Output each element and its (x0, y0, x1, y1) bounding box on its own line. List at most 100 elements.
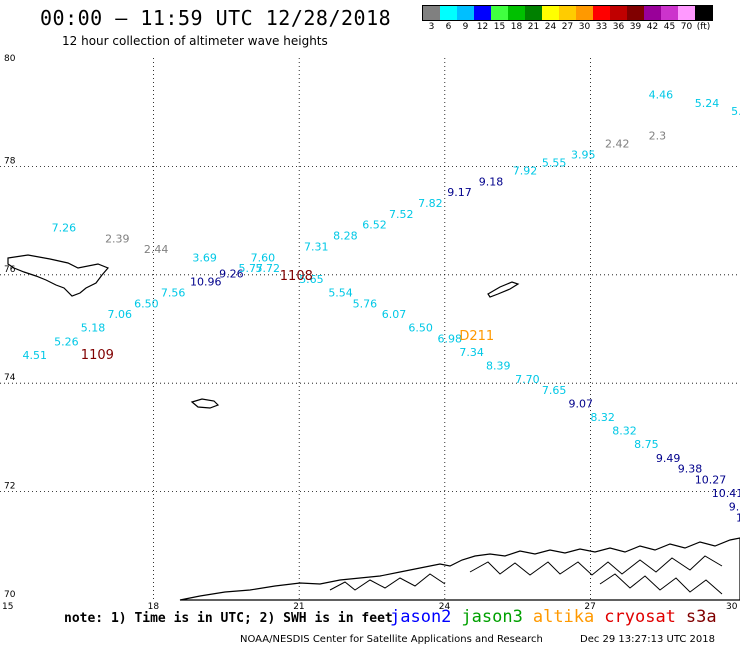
color-swatch (542, 6, 559, 20)
pass-number-label: D211 (459, 329, 494, 344)
mission-jason3: jason3 (461, 607, 523, 627)
pass-number-label: 1108 (280, 269, 313, 284)
swh-value: 7.92 (513, 165, 538, 178)
swh-value: 3.69 (192, 251, 217, 264)
swh-value: 2.42 (605, 137, 630, 150)
swh-value: 9.38 (678, 463, 703, 476)
color-swatch (695, 6, 712, 20)
coastline-fjord-2 (469, 555, 723, 576)
color-scale-label: 36 (612, 22, 625, 32)
swh-value: 2.44 (144, 243, 169, 256)
color-swatch (576, 6, 593, 20)
color-scale-legend: 3 6 9 12 15 18 21 24 27 30 33 36 39 42 45 70 (ft) (422, 5, 713, 35)
swh-value: 5.77 (239, 262, 263, 275)
longitude-tick-label: 15 (2, 602, 13, 612)
coastline-fjord-3 (599, 573, 723, 595)
color-swatch (644, 6, 661, 20)
credit-line: NOAA/NESDIS Center for Satellite Applica… (240, 634, 543, 645)
latitude-tick-label: 76 (4, 265, 16, 275)
swh-value: 8.32 (590, 411, 615, 424)
latitude-tick-label: 80 (4, 54, 16, 64)
swh-value: 5.65 (299, 273, 324, 286)
swh-value: 8.39 (486, 360, 511, 373)
longitude-tick-label: 18 (148, 602, 160, 612)
mission-jason2: jason2 (390, 607, 452, 627)
color-scale-label: 42 (646, 22, 659, 32)
latitude-tick-label: 72 (4, 482, 15, 492)
color-scale-label: 12 (476, 22, 489, 32)
page-title: 00:00 – 11:59 UTC 12/28/2018 (40, 6, 392, 30)
longitude-tick-label: 30 (726, 602, 738, 612)
swh-value: 4.46 (649, 89, 674, 102)
swh-value: 7.65 (542, 384, 567, 397)
color-scale-labels: 3 6 9 12 15 18 21 24 27 30 33 36 39 42 45 70 (ft) (422, 21, 713, 35)
swh-value: 9.17 (447, 186, 472, 199)
mission-legend: jason2 jason3 altika cryosat s3a (390, 607, 727, 627)
color-swatch (491, 6, 508, 20)
color-swatch (559, 6, 576, 20)
mission-altika: altika (532, 607, 595, 627)
swh-value: 7.31 (304, 240, 329, 253)
swh-value: 9.18 (479, 175, 504, 188)
swh-value: 7.56 (161, 286, 186, 299)
swh-value: 8.28 (333, 230, 358, 243)
swh-value: 2.39 (105, 232, 130, 245)
color-scale-label: 70 (680, 22, 693, 32)
swh-value: 6.52 (362, 219, 387, 232)
swh-value: 10.27 (695, 473, 727, 486)
color-scale-label: 6 (445, 22, 452, 32)
swh-value: 10.41 (712, 487, 740, 500)
color-scale-label: 45 (663, 22, 676, 32)
coastline-svalbard-south (7, 254, 110, 297)
color-scale-label: 15 (493, 22, 506, 32)
swh-value: 6.50 (408, 322, 433, 335)
longitude-tick-label: 21 (293, 602, 304, 612)
coastline-hopen (487, 281, 520, 298)
swh-value: 5.55 (542, 156, 567, 169)
color-swatch (627, 6, 644, 20)
swh-value: 6.98 (438, 333, 463, 346)
swh-value: 2.3 (649, 129, 667, 142)
latitude-tick-label: 74 (4, 373, 16, 383)
color-scale-label: 39 (629, 22, 642, 32)
swh-value: 7.06 (107, 308, 132, 321)
swh-value: 7.52 (389, 208, 414, 221)
swh-value: 5.76 (353, 297, 378, 310)
color-swatch (440, 6, 457, 20)
color-swatch (678, 6, 695, 20)
swh-value: 7.34 (459, 346, 484, 359)
color-scale-label: (ft) (696, 22, 711, 32)
color-swatch (593, 6, 610, 20)
swh-value: 7.60 (251, 251, 276, 264)
color-scale-label: 9 (462, 22, 469, 32)
swh-value: 4.51 (23, 349, 47, 362)
swh-value: 7.26 (52, 221, 77, 234)
swh-value: 8.32 (612, 425, 637, 438)
color-scale-label: 27 (561, 22, 574, 32)
footnote: note: 1) Time is in UTC; 2) SWH is in fe… (64, 611, 393, 626)
generation-timestamp: Dec 29 13:27:13 UTC 2018 (580, 634, 715, 645)
longitude-tick-label: 24 (439, 602, 451, 612)
coastline-bjornoya (190, 398, 220, 409)
latitude-tick-label: 70 (4, 590, 16, 600)
longitude-tick-label: 27 (584, 602, 595, 612)
page-subtitle: 12 hour collection of altimeter wave hei… (62, 34, 328, 48)
color-swatch (474, 6, 491, 20)
swh-value: 8.75 (634, 438, 659, 451)
swh-value: 7.82 (418, 197, 443, 210)
swh-value: 5.26 (54, 335, 79, 348)
swh-value: 9.49 (656, 452, 681, 465)
map-grid: 15 18 21 24 27 30 80 78 76 74 72 70 (0, 54, 740, 612)
color-swatch (525, 6, 542, 20)
land-outlines (7, 254, 740, 601)
color-swatch (423, 6, 440, 20)
swh-value: 1 (736, 511, 740, 524)
swh-value: 9.07 (569, 398, 594, 411)
mission-s3a: s3a (685, 607, 717, 627)
swh-observations: 4.515.265.187.066.507.5610.969.265.775.7… (23, 89, 740, 525)
pass-number-label: 1109 (81, 348, 114, 363)
color-scale-label: 33 (595, 22, 608, 32)
swh-value: 6.50 (134, 297, 159, 310)
color-scale-label: 30 (578, 22, 591, 32)
